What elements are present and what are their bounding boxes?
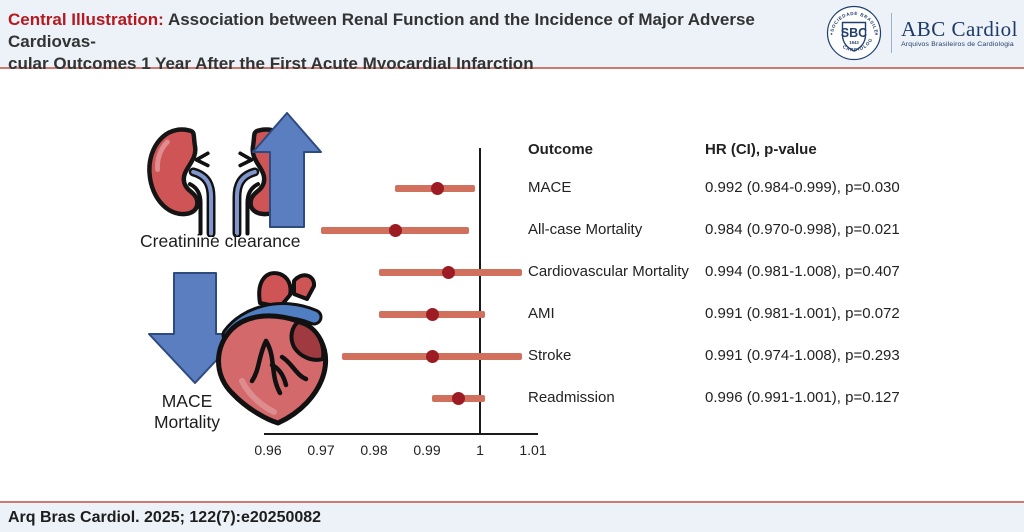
wordmark-subtitle: Arquivos Brasileiros de Cardiologia [901,40,1014,48]
title-line-2: cular Outcomes 1 Year After the First Ac… [8,54,534,73]
hr-ci-pvalue-cell: 0.984 (0.970-0.998), p=0.021 [705,221,900,238]
hr-ci-pvalue-cell: 0.991 (0.981-1.001), p=0.072 [705,305,900,322]
creatinine-clearance-label: Creatinine clearance [140,231,301,251]
x-tick-label: 0.99 [413,442,441,458]
hr-ci-pvalue-cell: 0.994 (0.981-1.008), p=0.407 [705,263,900,280]
svg-text:1943: 1943 [849,40,859,45]
wordmark-title: ABC Cardiol [901,16,1018,41]
outcome-cell: Stroke [528,347,572,364]
hr-dot-mace [431,181,445,195]
logo-divider [891,13,893,53]
hr-ci-pvalue-cell: 0.992 (0.984-0.999), p=0.030 [705,179,900,196]
hr-dot-all-case-mortality [388,223,402,237]
outcome-cell: AMI [528,305,555,322]
hr-column-header: HR (CI), p-value [705,141,817,158]
title-text-1: Association between Renal Function and t… [8,10,755,51]
up-arrow-icon [252,112,322,228]
svg-text:SBC: SBC [841,26,867,40]
outcome-cell: All-case Mortality [528,221,643,238]
outcome-cell: Readmission [528,389,615,406]
heart-icon [216,271,328,426]
x-tick-label: 1.01 [519,442,547,458]
mortality-label-line: Mortality [153,412,221,432]
reference-line [479,148,481,435]
outcome-cell: MACE [528,179,572,196]
x-tick-label: 1 [476,442,484,458]
figure-title: Central Illustration: Association betwee… [8,9,828,75]
outcome-cell: Cardiovascular Mortality [528,263,689,280]
abc-cardiol-wordmark: ABC Cardiol Arquivos Brasileiros de Card… [901,18,1018,49]
hr-dot-stroke [425,349,439,363]
x-tick-label: 0.98 [360,442,388,458]
x-axis [264,433,538,435]
figure-footer: Arq Bras Cardiol. 2025; 122(7):e20250082 [0,501,1024,532]
figure-header: Central Illustration: Association betwee… [0,0,1024,73]
sbc-seal-icon: SOCIEDADE BRASILEIRA DE CARDIOLOGIA SBC … [826,5,882,61]
title-line-1: Central Illustration: Association betwee… [8,9,828,53]
x-tick-label: 0.97 [307,442,335,458]
hr-dot-ami [425,307,439,321]
citation: Arq Bras Cardiol. 2025; 122(7):e20250082 [8,509,322,526]
journal-logo: SOCIEDADE BRASILEIRA DE CARDIOLOGIA SBC … [826,5,1018,61]
outcome-column-header: Outcome [528,141,594,158]
hr-dot-readmission [452,391,466,405]
title-label: Central Illustration: [8,10,164,29]
hr-ci-pvalue-cell: 0.991 (0.974-1.008), p=0.293 [705,347,900,364]
mace-label-line: MACE [161,391,213,411]
forest-plot: 0.96 0.97 0.98 0.99 1 1.01 [254,148,547,458]
hr-dot-cardiovascular-mortality [441,265,455,279]
mace-mortality-label: MACE Mortality [126,391,248,433]
hr-ci-pvalue-cell: 0.996 (0.991-1.001), p=0.127 [705,389,900,406]
figure-body: Creatinine clearance [0,69,1024,501]
x-tick-label: 0.96 [254,442,282,458]
outcome-table: Outcome HR (CI), p-value MACE 0.992 (0.98… [528,140,1020,440]
